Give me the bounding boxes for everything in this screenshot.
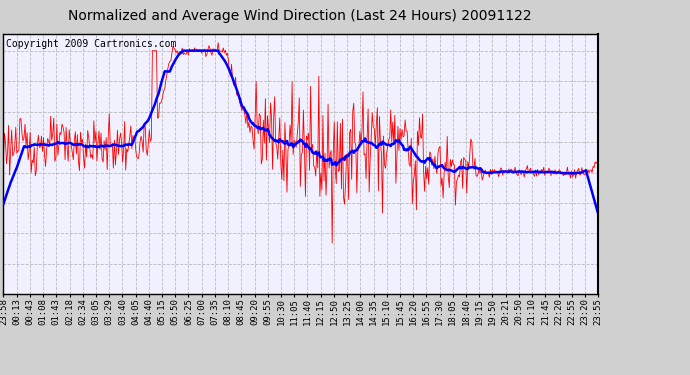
- Text: Copyright 2009 Cartronics.com: Copyright 2009 Cartronics.com: [6, 39, 177, 49]
- Text: Normalized and Average Wind Direction (Last 24 Hours) 20091122: Normalized and Average Wind Direction (L…: [68, 9, 532, 23]
